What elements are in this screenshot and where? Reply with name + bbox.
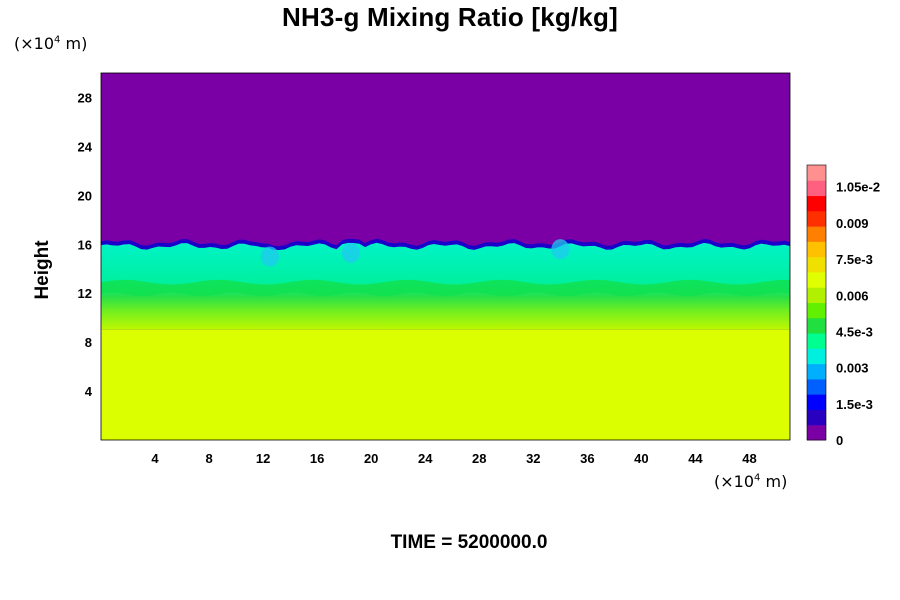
chart-title: NH3-g Mixing Ratio [kg/kg] [282,2,618,32]
colorbar-segment-17 [807,165,826,181]
layer-lower [101,329,790,440]
colorbar-segment-2 [807,394,826,410]
y-tick-label-8: 8 [85,335,92,350]
y-tick-label-20: 20 [78,188,92,203]
x-tick-label-8: 8 [205,451,212,466]
colorbar-tick-label-7: 1.05e-2 [836,180,880,195]
x-axis-unit: (×104 m) [714,472,788,491]
colorbar-tick-label-1: 1.5e-3 [836,397,873,412]
y-tick-label-28: 28 [78,90,92,105]
x-tick-label-24: 24 [418,451,433,466]
x-tick-label-12: 12 [256,451,270,466]
x-tick-label-16: 16 [310,451,324,466]
plot-frame [100,72,791,441]
colorbar-tick-label-5: 7.5e-3 [836,252,873,267]
plume-2 [341,242,360,263]
colorbar: 0 1.5e-3 0.003 4.5e-3 0.006 7.5e-3 0.009 1.05e-… [806,164,880,448]
colorbar-segment-9 [807,287,826,303]
colorbar-tick-label-3: 4.5e-3 [836,324,873,339]
x-tick-label-4: 4 [151,451,159,466]
x-tick-label-28: 28 [472,451,486,466]
x-tick-label-20: 20 [364,451,378,466]
x-tick-label-44: 44 [688,451,703,466]
y-tick-label-24: 24 [78,139,93,154]
colorbar-segment-8 [807,302,826,319]
colorbar-segment-5 [807,348,826,365]
colorbar-tick-label-2: 0.003 [836,361,869,376]
plume-1 [260,246,279,267]
colorbar-segment-13 [807,226,826,242]
y-tick-label-16: 16 [78,237,92,252]
colorbar-segment-0 [807,424,826,441]
y-axis-unit: (×104 m) [14,34,88,53]
colorbar-segment-7 [807,317,826,334]
colorbar-segment-10 [807,271,826,288]
colorbar-tick-label-6: 0.009 [836,216,869,231]
x-tick-label-36: 36 [580,451,594,466]
y-tick-label-12: 12 [78,286,92,301]
x-tick-label-48: 48 [742,451,756,466]
colorbar-tick-label-4: 0.006 [836,288,869,303]
plume-3 [551,239,570,260]
time-label: TIME = 5200000.0 [390,532,548,553]
colorbar-segment-16 [807,180,826,197]
colorbar-tick-label-0: 0 [836,433,843,448]
colorbar-segment-11 [807,256,826,273]
colorbar-frame [806,164,827,441]
colorbar-segment-1 [807,409,826,426]
colorbar-segment-4 [807,363,826,380]
x-tick-label-32: 32 [526,451,540,466]
colorbar-segment-14 [807,210,826,227]
x-tick-label-40: 40 [634,451,648,466]
colorbar-segment-3 [807,378,826,395]
colorbar-segment-6 [807,333,826,349]
colorbar-segment-12 [807,241,826,258]
colorbar-segment-15 [807,195,826,212]
mixing-ratio-field [101,73,790,440]
layer-middle [101,279,790,297]
y-tick-label-4: 4 [85,384,93,399]
